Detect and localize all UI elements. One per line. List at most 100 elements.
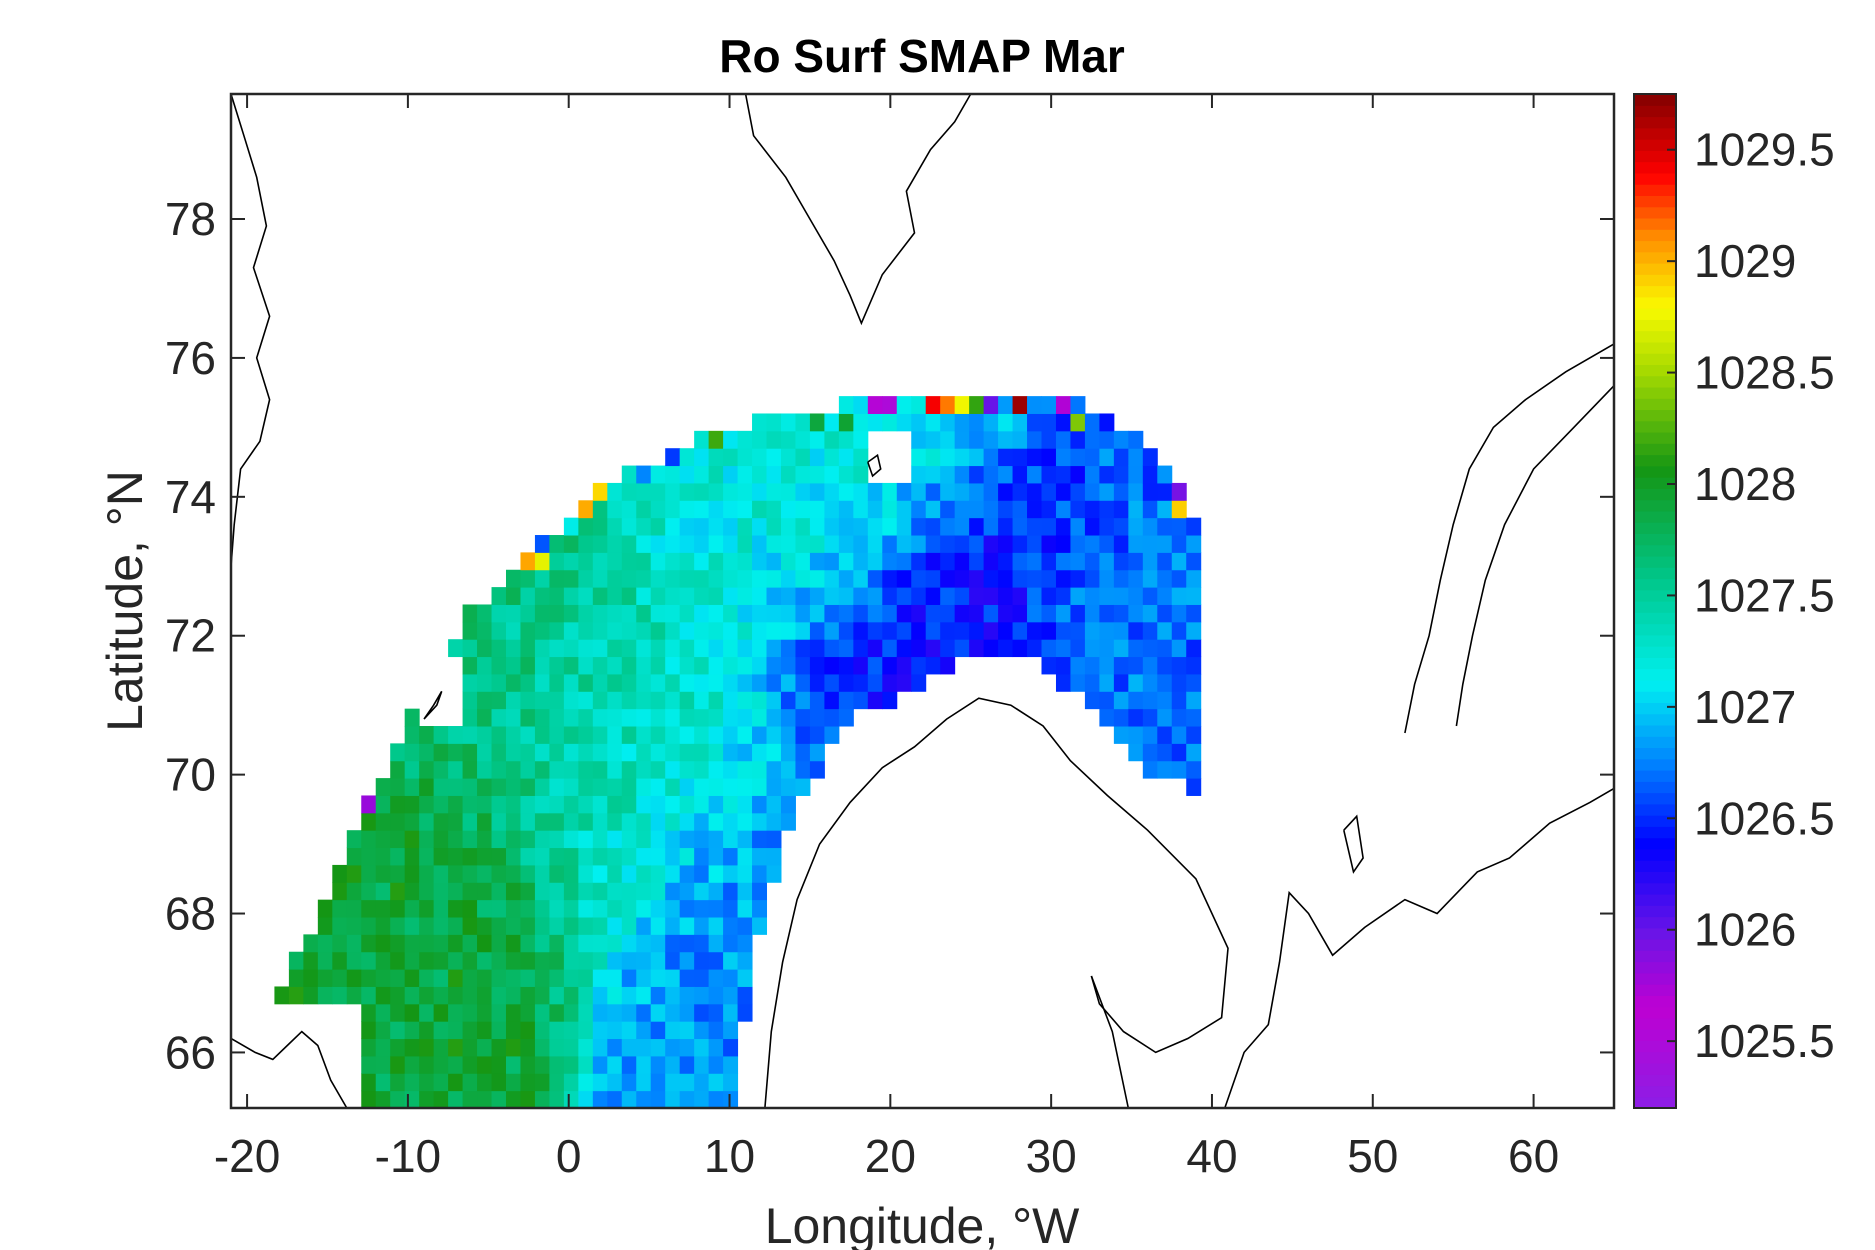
heatmap-cell	[737, 969, 753, 987]
heatmap-cell	[578, 830, 594, 849]
heatmap-cell	[621, 864, 637, 883]
heatmap-cell	[737, 812, 753, 831]
heatmap-cell	[650, 882, 666, 901]
heatmap-cell	[346, 864, 362, 883]
heatmap-cell	[578, 639, 594, 658]
heatmap-cell	[448, 743, 464, 762]
heatmap-cell	[1157, 517, 1173, 536]
heatmap-cell	[1084, 535, 1100, 553]
heatmap-cell	[752, 500, 768, 519]
colorbar-segment	[1634, 296, 1676, 309]
heatmap-cell	[361, 986, 377, 1005]
heatmap-cell	[448, 899, 464, 918]
heatmap-cell	[853, 587, 869, 605]
heatmap-cell	[882, 621, 898, 640]
heatmap-cell	[1128, 448, 1144, 467]
heatmap-cell	[1128, 656, 1144, 675]
colorbar-segment	[1634, 105, 1676, 118]
heatmap-cell	[448, 882, 464, 901]
heatmap-cell	[1070, 621, 1086, 640]
heatmap-cell	[737, 569, 753, 588]
heatmap-cell	[665, 691, 681, 710]
heatmap-cell	[665, 951, 681, 970]
heatmap-cell	[1186, 569, 1202, 588]
heatmap-cell	[621, 986, 637, 1005]
heatmap-cell	[1186, 552, 1202, 571]
heatmap-cell	[694, 691, 710, 710]
heatmap-cell	[1055, 413, 1071, 432]
heatmap-cell	[1012, 448, 1028, 467]
heatmap-cell	[925, 465, 941, 484]
heatmap-cell	[1012, 517, 1028, 536]
heatmap-cell	[621, 569, 637, 588]
heatmap-cell	[940, 500, 956, 519]
heatmap-cell	[621, 795, 637, 814]
heatmap-cell	[780, 430, 796, 449]
heatmap-cell	[404, 708, 420, 727]
heatmap-cell	[1041, 604, 1057, 623]
heatmap-cell	[505, 951, 521, 970]
heatmap-cell	[780, 465, 796, 484]
heatmap-cell	[563, 1090, 579, 1108]
heatmap-cell	[361, 1003, 377, 1022]
heatmap-cell	[563, 743, 579, 762]
colorbar-segment	[1634, 871, 1676, 884]
x-tick-label: -10	[375, 1130, 441, 1182]
heatmap-cell	[520, 899, 536, 918]
heatmap-cell	[433, 1073, 449, 1092]
heatmap-cell	[1055, 517, 1071, 536]
heatmap-cell	[694, 708, 710, 727]
heatmap-cell	[419, 899, 435, 918]
heatmap-cell	[1142, 621, 1158, 640]
heatmap-cell	[795, 448, 811, 467]
heatmap-cell	[911, 587, 927, 605]
heatmap-cell	[404, 899, 420, 918]
heatmap-cell	[969, 587, 985, 605]
heatmap-cell	[650, 1021, 666, 1040]
heatmap-cell	[448, 847, 464, 866]
colorbar-segment	[1634, 837, 1676, 850]
heatmap-cell	[1113, 448, 1129, 467]
heatmap-cell	[795, 621, 811, 640]
heatmap-cell	[505, 830, 521, 849]
heatmap-cell	[795, 639, 811, 658]
heatmap-cell	[838, 430, 854, 449]
colorbar-segment	[1634, 116, 1676, 129]
colorbar-segment	[1634, 172, 1676, 185]
heatmap-cell	[433, 778, 449, 796]
heatmap-cell	[534, 1038, 550, 1057]
colorbar-tick-label: 1027.5	[1694, 569, 1835, 621]
heatmap-cell	[549, 899, 565, 918]
heatmap-cell	[650, 864, 666, 883]
heatmap-cell	[723, 517, 739, 536]
heatmap-cell	[419, 778, 435, 796]
heatmap-cell	[491, 969, 507, 987]
heatmap-cell	[636, 604, 652, 623]
x-tick-label: 30	[1026, 1130, 1077, 1182]
heatmap-cell	[549, 587, 565, 605]
colorbar-segment	[1634, 1096, 1676, 1109]
heatmap-cell	[462, 812, 478, 831]
heatmap-cell	[621, 830, 637, 849]
heatmap-cell	[969, 448, 985, 467]
heatmap-cell	[317, 899, 333, 918]
heatmap-cell	[491, 726, 507, 744]
heatmap-cell	[679, 639, 695, 658]
colorbar-tick-label: 1025.5	[1694, 1015, 1835, 1067]
heatmap-cell	[809, 604, 825, 623]
heatmap-cell	[1041, 587, 1057, 605]
heatmap-cell	[998, 517, 1014, 536]
heatmap-cell	[650, 569, 666, 588]
heatmap-cell	[1041, 482, 1057, 501]
heatmap-cell	[694, 1021, 710, 1040]
heatmap-cell	[346, 969, 362, 987]
heatmap-cell	[795, 413, 811, 432]
heatmap-cell	[448, 1003, 464, 1022]
heatmap-cell	[998, 500, 1014, 519]
heatmap-cell	[592, 778, 608, 796]
heatmap-cell	[679, 917, 695, 935]
colorbar-tick-label: 1029.5	[1694, 124, 1835, 176]
heatmap-cell	[766, 864, 782, 883]
heatmap-cell	[708, 639, 724, 658]
heatmap-cell	[1055, 500, 1071, 519]
